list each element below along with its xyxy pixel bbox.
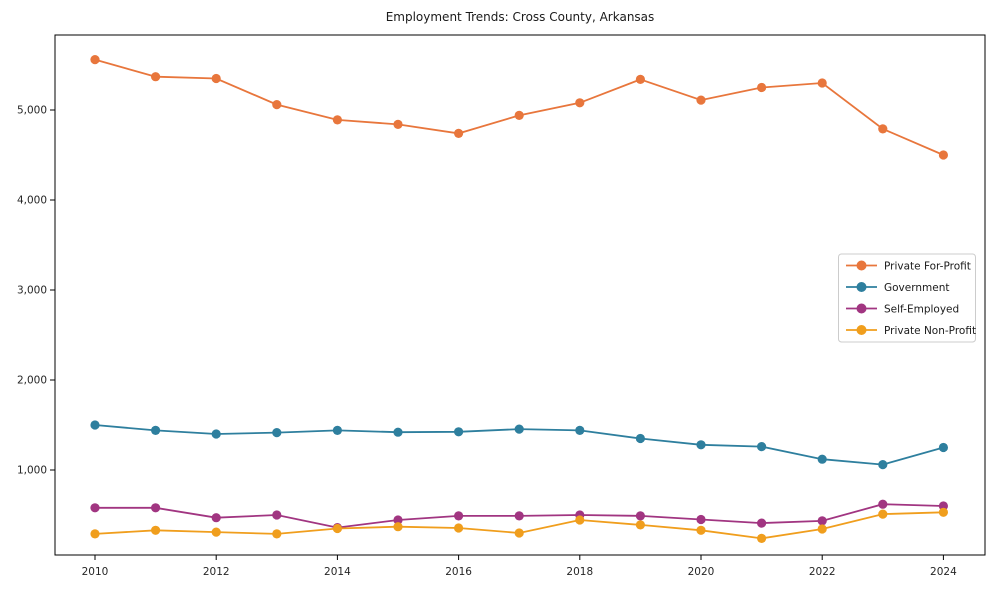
data-point <box>817 78 827 88</box>
data-point <box>332 523 342 534</box>
legend-label: Government <box>884 282 949 294</box>
data-point <box>938 507 949 517</box>
data-point <box>757 518 767 528</box>
data-point <box>757 82 767 93</box>
data-point <box>272 510 282 520</box>
data-point <box>151 425 161 435</box>
data-point <box>696 440 706 450</box>
data-point <box>817 524 827 534</box>
data-point <box>938 150 949 160</box>
legend-marker-icon <box>856 325 867 335</box>
y-tick-label: 1,000 <box>17 465 47 477</box>
data-point <box>696 525 706 535</box>
data-point <box>938 442 949 453</box>
series-line <box>94 58 944 156</box>
data-point <box>635 511 646 521</box>
y-tick-label: 2,000 <box>17 375 47 387</box>
data-point <box>514 110 524 120</box>
data-point <box>90 529 100 539</box>
legend: Private For-Profit Government Self-Employe… <box>838 253 976 343</box>
legend-marker-icon <box>856 282 867 292</box>
data-point <box>938 501 949 511</box>
data-point <box>454 427 464 437</box>
data-point <box>211 513 221 523</box>
x-tick-label: 2010 <box>82 566 109 578</box>
data-point <box>454 523 464 533</box>
legend-label: Self-Employed <box>884 303 959 315</box>
data-point <box>878 460 888 470</box>
x-tick-label: 2016 <box>445 566 472 578</box>
legend-item: Government <box>846 282 949 294</box>
data-point <box>757 533 767 544</box>
data-point <box>211 527 221 537</box>
data-point <box>514 511 524 521</box>
x-tick-label: 2018 <box>566 566 593 578</box>
x-tick-label: 2014 <box>324 566 351 578</box>
plot-border <box>54 34 986 556</box>
data-point <box>393 427 403 437</box>
data-point <box>211 429 221 439</box>
data-point <box>575 98 585 108</box>
legend-box <box>838 253 976 343</box>
data-point <box>151 503 161 513</box>
data-point <box>514 528 524 538</box>
data-point <box>90 420 100 430</box>
legend-label: Private Non-Profit <box>884 325 976 337</box>
data-point <box>878 499 888 509</box>
x-tick-label: 2024 <box>930 566 957 578</box>
legend-item: Private For-Profit <box>846 260 971 272</box>
data-point <box>90 55 100 65</box>
data-point <box>635 74 646 84</box>
legend-marker-icon <box>856 260 867 271</box>
data-point <box>90 503 100 513</box>
data-point <box>635 433 646 444</box>
y-tick-label: 4,000 <box>17 195 47 207</box>
data-point <box>151 525 161 535</box>
data-point <box>454 128 464 138</box>
data-point <box>696 514 706 525</box>
data-point <box>332 115 342 125</box>
data-point <box>817 454 827 464</box>
data-point <box>635 520 646 530</box>
data-point <box>272 100 282 110</box>
data-point <box>696 95 706 105</box>
data-point <box>757 442 767 452</box>
data-point <box>514 424 524 434</box>
legend-label: Private For-Profit <box>884 260 971 272</box>
data-point <box>454 511 464 521</box>
data-point <box>272 529 282 539</box>
data-point <box>393 522 403 532</box>
x-tick-label: 2020 <box>688 566 715 578</box>
data-point <box>332 425 342 435</box>
x-tick-label: 2012 <box>203 566 230 578</box>
data-point <box>878 124 888 134</box>
data-point <box>393 119 403 129</box>
legend-item: Self-Employed <box>846 303 959 315</box>
legend-marker-icon <box>856 303 867 314</box>
data-point <box>575 515 585 525</box>
data-point <box>272 428 282 438</box>
chart-title: Employment Trends: Cross County, Arkansa… <box>386 10 655 24</box>
data-point <box>575 425 585 435</box>
y-tick-label: 5,000 <box>17 105 47 117</box>
data-point <box>393 515 403 525</box>
plot-area: 1,000 2,000 3,000 4,000 5,000 2010 2012 2014 201… <box>17 34 986 578</box>
y-tick-label: 3,000 <box>17 285 47 297</box>
data-point <box>211 73 221 84</box>
legend-item: Private Non-Profit <box>846 325 976 337</box>
data-point <box>878 509 888 519</box>
data-point <box>151 72 161 82</box>
data-point <box>817 516 827 526</box>
x-tick-label: 2022 <box>809 566 836 578</box>
